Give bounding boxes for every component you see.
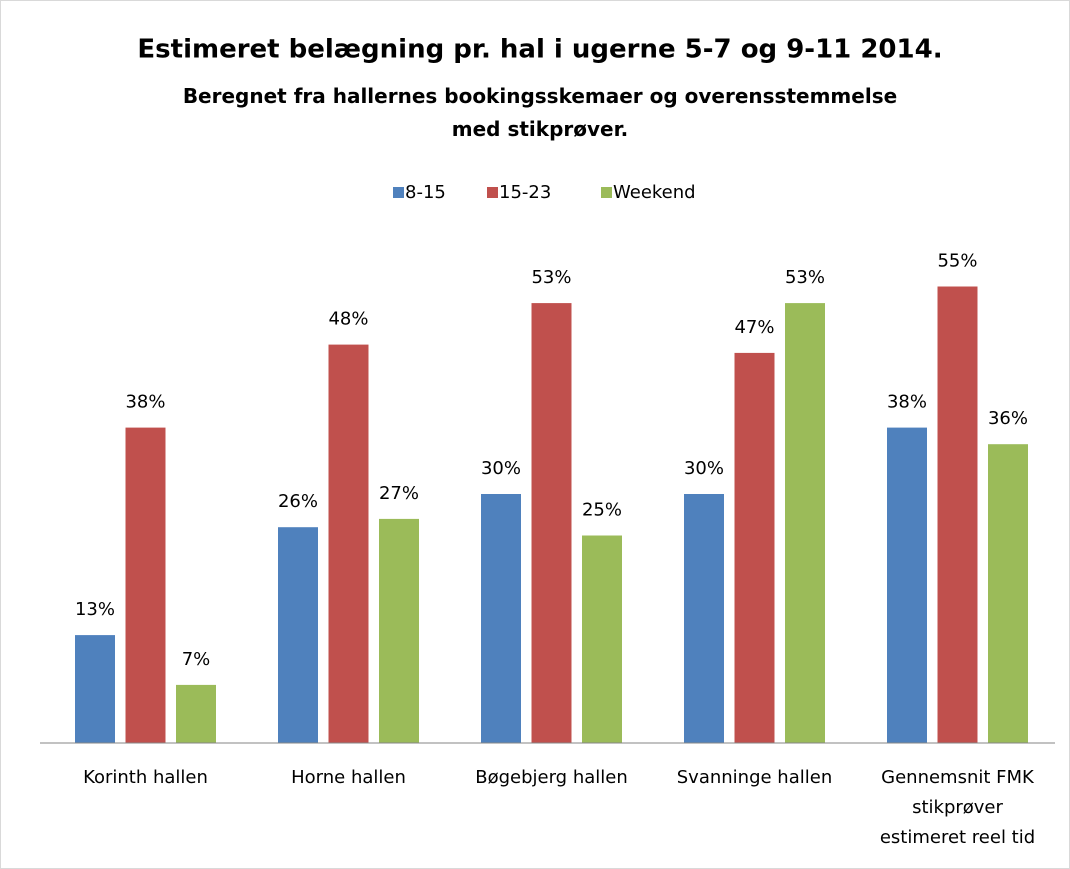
bar [734, 352, 775, 743]
data-label: 30% [684, 458, 724, 479]
data-label: 27% [379, 483, 419, 504]
x-tick-label: Bøgebjerg hallen [475, 767, 628, 788]
data-label: 48% [328, 309, 368, 330]
bar [75, 635, 115, 743]
x-tick-label: Svanninge hallen [677, 767, 832, 788]
legend-swatch [601, 187, 612, 198]
legend-swatch [393, 187, 404, 198]
legend-label: 15-23 [499, 182, 551, 203]
data-label: 38% [125, 392, 165, 413]
bar [785, 303, 825, 743]
bar [531, 303, 572, 743]
chart-subtitle: Beregnet fra hallernes bookingsskemaer o… [183, 84, 897, 141]
chart-title: Estimeret belægning pr. hal i ugerne 5-7… [137, 35, 942, 65]
bar [937, 286, 978, 743]
x-tick-label: Korinth hallen [83, 767, 208, 788]
data-label: 47% [734, 317, 774, 338]
data-label: 53% [785, 267, 825, 288]
data-label: 38% [887, 392, 927, 413]
x-tick-label: Gennemsnit FMK stikprøver estimeret reel t… [880, 767, 1035, 848]
bar [582, 535, 622, 743]
legend-label: Weekend [613, 182, 696, 203]
data-label: 13% [75, 599, 115, 620]
bar [887, 427, 927, 743]
legend-label: 8-15 [405, 182, 446, 203]
bar [379, 518, 419, 743]
data-label: 30% [481, 458, 521, 479]
bar [125, 427, 166, 743]
bar [328, 344, 369, 743]
legend-swatch [487, 187, 498, 198]
x-tick-label: Horne hallen [291, 767, 406, 788]
data-label: 26% [278, 491, 318, 512]
bar [176, 684, 216, 743]
bar [481, 494, 521, 743]
data-label: 55% [937, 251, 977, 272]
data-label: 25% [582, 500, 622, 521]
data-label: 36% [988, 408, 1028, 429]
data-label: 53% [531, 267, 571, 288]
bar [988, 444, 1028, 743]
data-label: 7% [182, 649, 211, 670]
bar [278, 527, 318, 743]
bar [684, 494, 724, 743]
